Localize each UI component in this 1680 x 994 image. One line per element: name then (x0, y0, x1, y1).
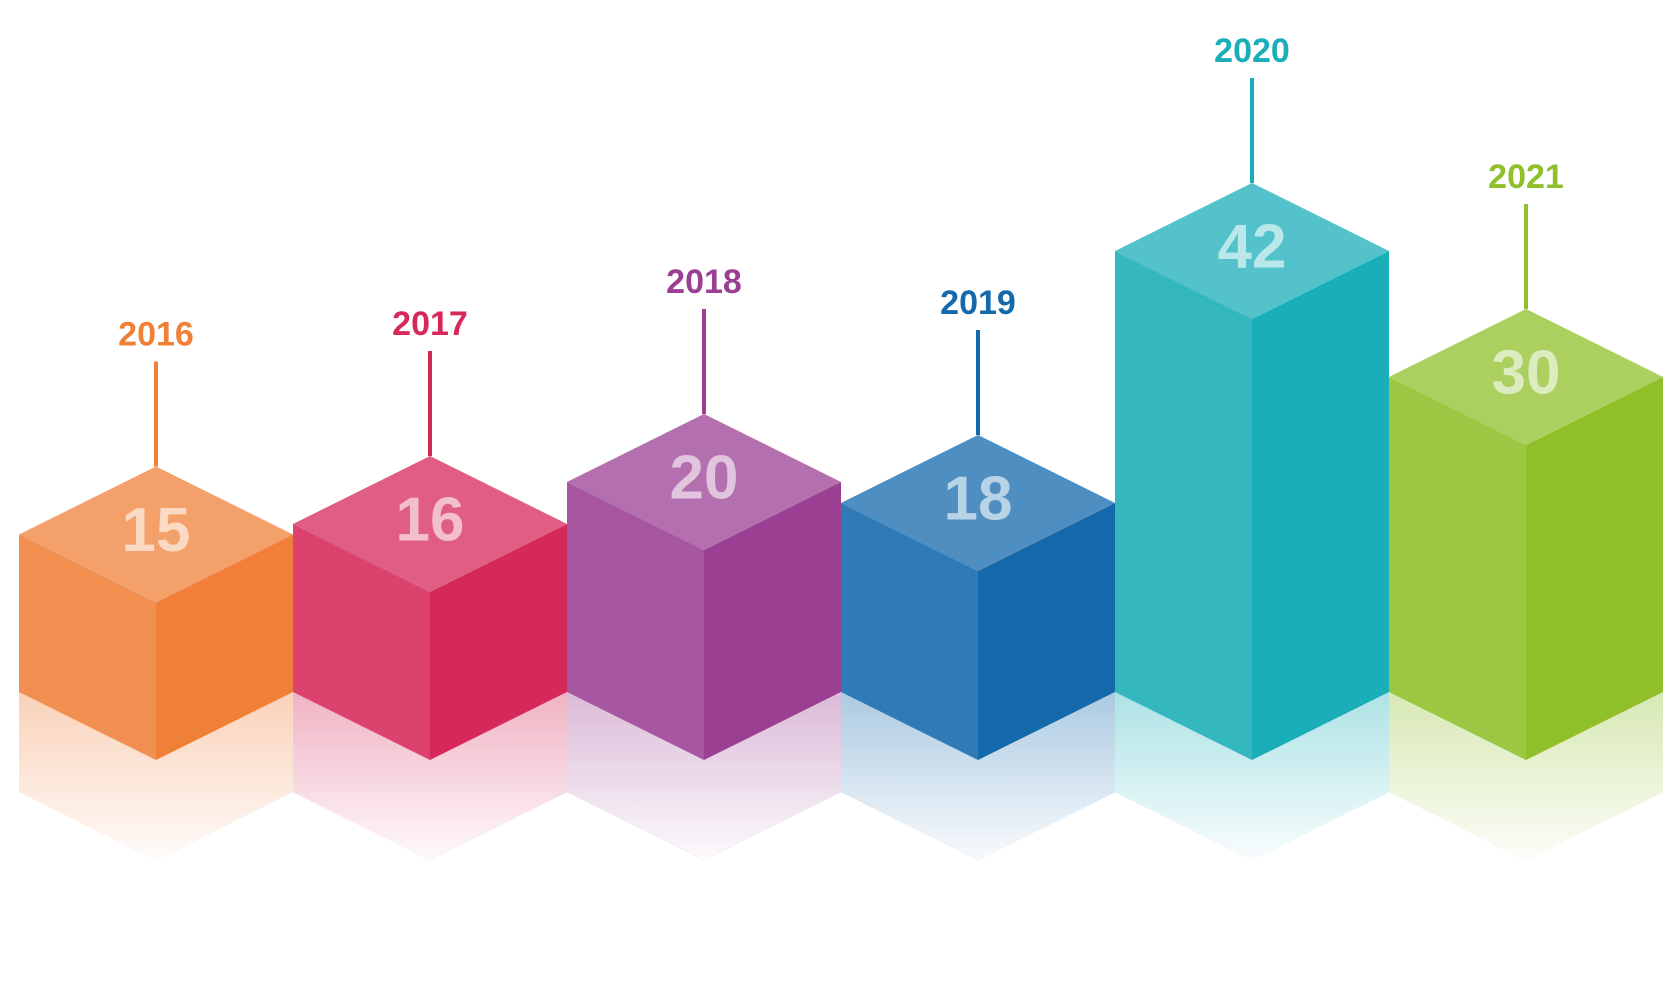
reflection-fade (293, 692, 430, 860)
bar-group: 2020 42 (1115, 32, 1389, 860)
value-label: 20 (670, 443, 739, 512)
shade (19, 466, 293, 603)
value-label: 15 (122, 496, 191, 565)
shade (841, 503, 978, 760)
value-label: 18 (944, 464, 1013, 533)
category-label: 2021 (1488, 158, 1564, 196)
bar-top-face (19, 466, 293, 603)
bar-right-face (156, 534, 293, 760)
value-label: 42 (1218, 212, 1287, 281)
reflection-fade (978, 692, 1115, 860)
bar-group: 2017 16 (293, 305, 567, 860)
bar-right-face (704, 482, 841, 760)
bar-left-face (841, 503, 978, 760)
category-label: 2017 (392, 305, 468, 343)
bar-left-face (293, 524, 430, 760)
bar-left-face (19, 534, 156, 760)
bar-group: 2018 20 (567, 263, 841, 860)
bar-left-face (1115, 251, 1252, 760)
value-label: 16 (396, 485, 465, 554)
reflection-fade (841, 692, 978, 860)
bar-top-face (1115, 183, 1389, 319)
shade (1389, 377, 1526, 760)
reflection-fade (156, 692, 293, 860)
bar (1115, 183, 1389, 760)
reflection-fade (19, 692, 156, 860)
bar-group: 2019 18 (841, 284, 1115, 860)
shade (1115, 183, 1389, 319)
bar-right-face (1252, 251, 1389, 760)
category-label: 2016 (118, 315, 194, 353)
bar-top-face (1389, 309, 1663, 445)
bar (567, 414, 841, 760)
bar-right-face (978, 503, 1115, 760)
bar (1389, 309, 1663, 760)
bar-top-face (293, 456, 567, 592)
bar-left-face (1389, 377, 1526, 760)
category-label: 2020 (1214, 32, 1290, 70)
reflection-fade (1252, 692, 1389, 860)
reflection-fade (430, 692, 567, 860)
bar-left-face (567, 482, 704, 760)
shade (293, 524, 430, 760)
bar-group: 2021 30 (1389, 158, 1663, 860)
bar-right-face (1526, 377, 1663, 760)
value-label: 30 (1492, 338, 1561, 407)
bar (841, 435, 1115, 760)
reflection-fade (1115, 692, 1252, 860)
shade (567, 414, 841, 550)
shade (19, 534, 156, 760)
bar (19, 466, 293, 760)
bar-top-face (567, 414, 841, 550)
reflection-fade (1526, 692, 1663, 860)
shade (567, 482, 704, 760)
shade (1115, 251, 1252, 760)
bar-right-face (430, 524, 567, 760)
bar-group: 2016 15 (19, 315, 293, 860)
bar-top-face (841, 435, 1115, 571)
category-label: 2018 (666, 263, 742, 301)
shade (1389, 309, 1663, 445)
reflection-fade (567, 692, 704, 860)
shade (293, 456, 567, 592)
category-label: 2019 (940, 284, 1016, 322)
reflection-fade (704, 692, 841, 860)
shade (841, 435, 1115, 571)
bar (293, 456, 567, 760)
reflection-fade (1389, 692, 1526, 860)
